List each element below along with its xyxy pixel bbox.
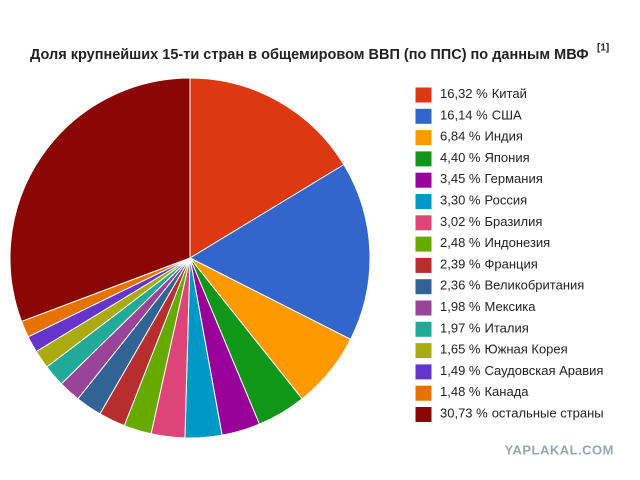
legend-swatch (414, 406, 433, 423)
legend-swatch (414, 214, 433, 232)
legend-value: 1,65 % (440, 342, 481, 357)
legend-label: 1,48 % Канада (440, 385, 529, 400)
legend-swatch (414, 107, 433, 125)
pie-slice (188, 163, 371, 340)
legend-value: 1,97 % (440, 321, 481, 336)
legend-swatch (414, 342, 433, 360)
watermark: YAPLAKAL.COM (504, 442, 614, 457)
legend-value: 1,48 % (440, 385, 481, 400)
legend-swatch (414, 320, 433, 338)
legend-label: 1,98 % Мексика (440, 299, 536, 314)
legend-label: 16,32 % Китай (440, 86, 527, 101)
legend-name: Япония (484, 150, 529, 165)
pie (9, 77, 371, 439)
legend-swatch (414, 193, 433, 210)
legend-name: Саудовская Аравия (484, 363, 603, 378)
pie-slice (9, 77, 191, 323)
legend-name: Россия (484, 193, 527, 208)
legend-name: Индия (484, 129, 522, 144)
legend-label: 4,40 % Япония (440, 150, 530, 165)
legend-value: 3,45 % (440, 172, 481, 187)
legend-name: Италия (484, 321, 528, 336)
legend-name: Южная Корея (484, 342, 567, 357)
legend-label: 6,84 % Индия (440, 129, 523, 144)
legend-label: 2,48 % Индонезия (440, 236, 550, 251)
legend-name: Индонезия (484, 236, 550, 251)
legend-label: 1,97 % Италия (440, 321, 529, 336)
legend-value: 2,39 % (440, 257, 481, 272)
legend-label: 3,45 % Германия (440, 172, 543, 187)
legend-swatch (414, 171, 433, 189)
legend-name: США (492, 108, 522, 123)
legend-swatch (414, 363, 433, 381)
legend-value: 1,98 % (440, 299, 481, 314)
legend-name: Бразилия (484, 214, 542, 229)
legend-label: 1,49 % Саудовская Аравия (440, 363, 603, 378)
legend-value: 16,14 % (440, 108, 488, 123)
legend-swatch (414, 256, 433, 274)
legend-value: 6,84 % (440, 129, 481, 144)
legend-label: 3,02 % Бразилия (440, 214, 542, 229)
legend-value: 3,02 % (440, 214, 481, 229)
legend-swatch (414, 235, 433, 253)
legend-name: Франция (484, 257, 537, 272)
legend-name: Германия (484, 172, 542, 187)
legend-value: 3,30 % (440, 193, 481, 208)
legend-value: 1,49 % (440, 363, 481, 378)
legend-label: 2,36 % Великобритания (440, 278, 584, 293)
legend-name: Мексика (484, 299, 536, 314)
legend-label: 3,30 % Россия (440, 193, 527, 208)
title-note: [1] (597, 43, 609, 54)
legend-value: 2,36 % (440, 278, 481, 293)
pie-slice (189, 77, 345, 259)
legend-swatch (414, 150, 433, 168)
legend-value: 16,32 % (440, 86, 488, 101)
legend-name: Великобритания (484, 278, 584, 293)
chart-title: Доля крупнейших 15-ти стран в общемирово… (30, 47, 589, 63)
legend-swatch (414, 384, 433, 402)
legend-swatch (414, 278, 433, 296)
legend-label: 16,14 % США (440, 108, 522, 123)
legend-label: 1,65 % Южная Корея (440, 342, 568, 357)
legend-label: 2,39 % Франция (440, 257, 538, 272)
legend-name: Китай (492, 86, 527, 101)
legend-name: остальные страны (492, 406, 604, 421)
legend-label: 30,73 % остальные страны (440, 406, 604, 421)
legend-swatch (414, 86, 433, 104)
legend-value: 4,40 % (440, 150, 481, 165)
legend-swatch (414, 299, 433, 317)
legend-name: Канада (484, 385, 529, 400)
legend-value: 2,48 % (440, 236, 481, 251)
legend-value: 30,73 % (440, 406, 488, 421)
legend-swatch (414, 129, 433, 147)
